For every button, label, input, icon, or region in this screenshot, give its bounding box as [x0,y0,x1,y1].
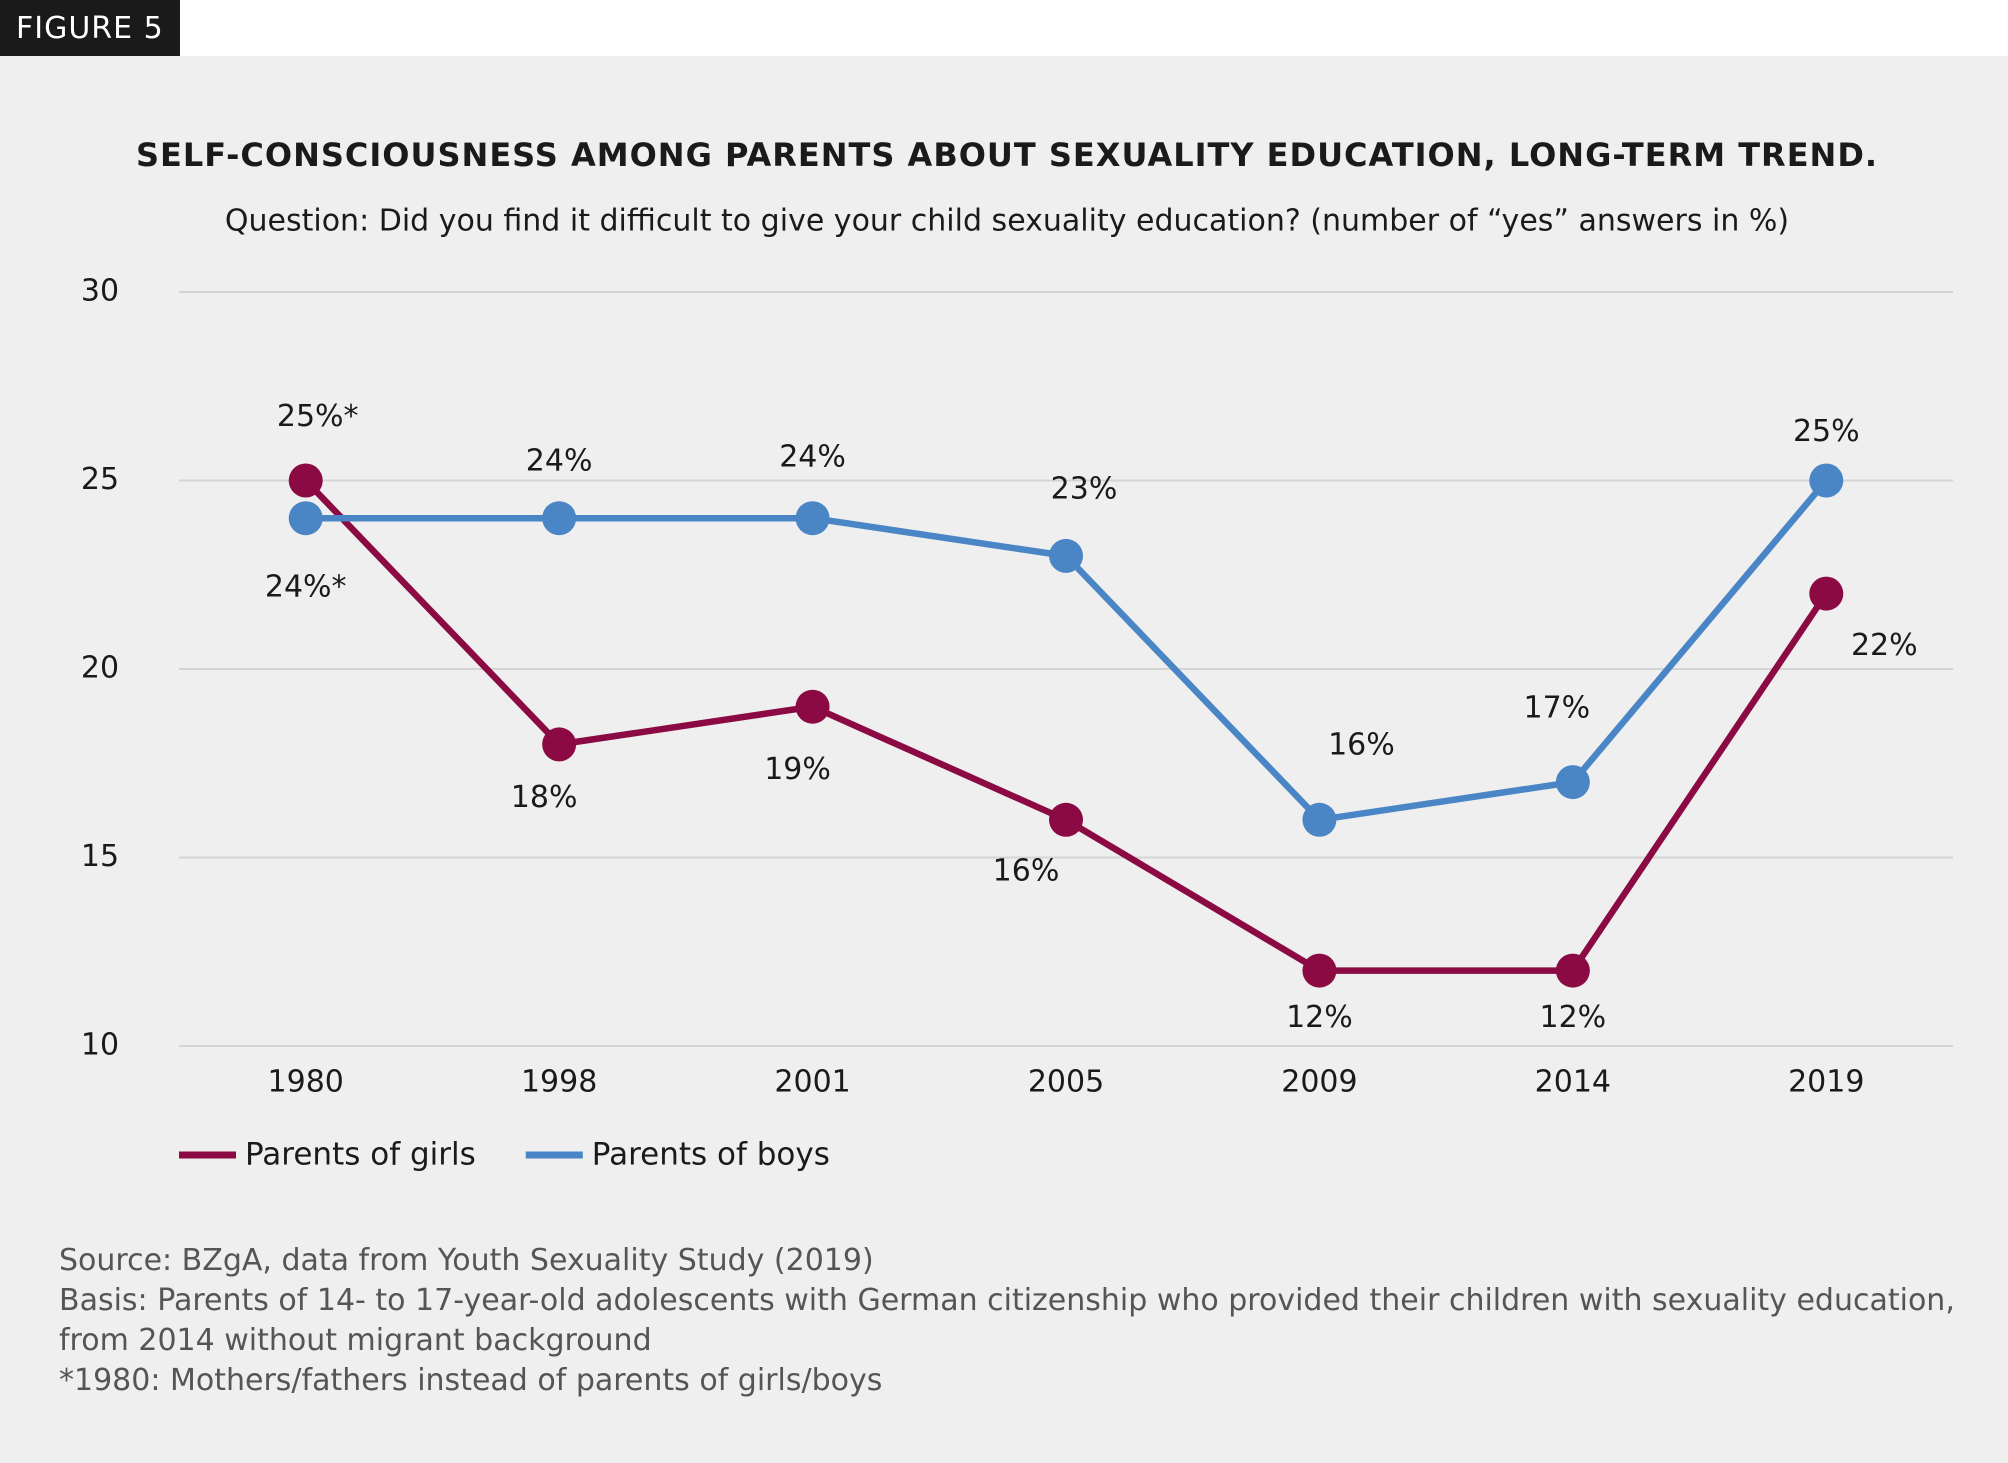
data-label: 24% [779,440,846,475]
x-tick-label: 1980 [268,1065,344,1100]
figure-label: FIGURE 5 [0,0,180,56]
data-point [795,689,830,724]
data-point [1809,463,1844,498]
data-point [1049,538,1083,573]
data-point [1809,576,1844,611]
data-point [542,727,577,762]
legend-label: Parents of girls [245,1137,476,1173]
x-tick-label: 1998 [521,1065,597,1100]
note: *1980: Mothers/fathers instead of parent… [59,1363,883,1398]
x-tick-label: 2001 [774,1065,850,1100]
data-label: 19% [764,752,831,787]
data-label: 25%* [277,399,359,434]
chart-title: SELF-CONSCIOUSNESS AMONG PARENTS ABOUT S… [136,136,1878,174]
series-line [305,478,1829,824]
data-label: 12% [1286,1000,1353,1035]
data-label: 22% [1851,628,1918,663]
data-point [1049,802,1083,837]
data-label: 25% [1793,414,1860,449]
data-point [288,501,323,536]
data-label: 24%* [265,570,347,605]
x-tick-label: 2019 [1788,1065,1864,1100]
y-tick-label: 30 [81,274,119,309]
data-label: 12% [1540,1000,1607,1035]
data-point [1555,953,1590,988]
y-tick-label: 25 [81,462,119,497]
chart-subtitle: Question: Did you find it difficult to g… [225,204,1789,239]
x-tick-label: 2005 [1028,1065,1104,1100]
y-tick-label: 15 [81,839,119,874]
data-label: 16% [1328,727,1395,762]
x-tick-label: 2009 [1281,1065,1357,1100]
notes: Source: BZgA, data from Youth Sexuality … [59,1241,1959,1401]
data-point [288,463,323,498]
data-point [795,501,830,536]
note: Source: BZgA, data from Youth Sexuality … [59,1243,874,1278]
data-point [1555,765,1590,800]
top-band [0,0,2008,56]
y-tick-label: 10 [81,1028,119,1063]
note: Basis: Parents of 14- to 17-year-old ado… [59,1283,1955,1358]
data-point [1302,802,1337,837]
y-tick-label: 20 [81,651,119,686]
data-point [1302,953,1337,988]
x-tick-label: 2014 [1535,1065,1611,1100]
data-label: 18% [511,780,578,815]
data-point [542,501,577,536]
legend-label: Parents of boys [592,1137,830,1173]
data-label: 16% [993,853,1060,888]
data-label: 24% [526,444,593,479]
data-label: 17% [1524,691,1591,726]
data-label: 23% [1051,471,1118,506]
